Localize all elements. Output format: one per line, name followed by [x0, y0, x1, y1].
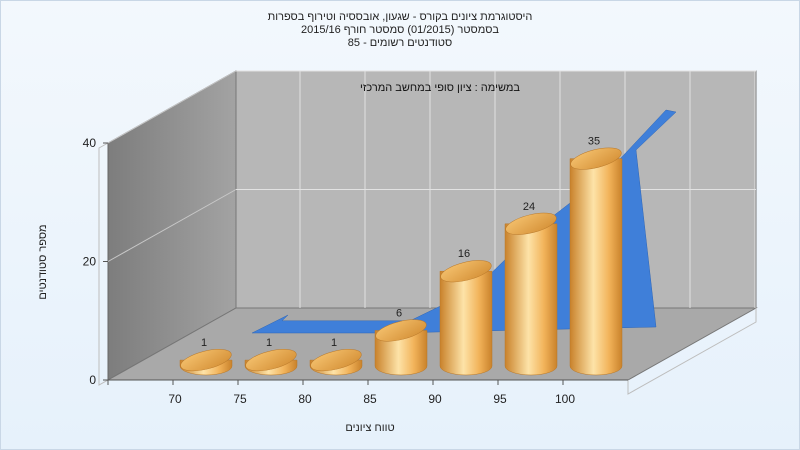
y-tick-label: 40	[83, 136, 97, 150]
bar-body	[569, 158, 623, 376]
x-tick-label: 100	[555, 392, 575, 406]
y-axis-title: מספר סטודנטים	[37, 224, 49, 299]
bar-75	[244, 349, 298, 376]
bar-value-label: 35	[588, 136, 600, 148]
chart-left-frame	[98, 142, 109, 386]
bar-value-label: 24	[523, 201, 535, 213]
x-tick-label: 80	[298, 392, 312, 406]
x-tick-label: 75	[233, 392, 247, 406]
bar-top	[180, 349, 232, 372]
bar-body	[504, 223, 558, 376]
bar-95	[504, 212, 558, 376]
x-tick-label: 70	[168, 392, 182, 406]
grid-line-side	[107, 70, 237, 144]
x-axis: 70 75 80 85 90 95 100	[107, 380, 575, 406]
bar-body	[439, 270, 493, 376]
bar-value-label: 6	[396, 307, 402, 319]
bar-90	[439, 260, 493, 376]
bar-top	[375, 319, 427, 342]
bar-top	[310, 349, 362, 372]
x-tick-label: 85	[363, 392, 377, 406]
y-tick-label: 0	[89, 373, 96, 387]
bar-top	[505, 212, 557, 235]
bar-100	[569, 147, 623, 376]
x-axis-title: טווח ציונים	[345, 422, 394, 434]
bar-70	[179, 349, 233, 376]
bar-value-label: 1	[201, 337, 207, 349]
bar-body	[374, 330, 428, 376]
bars	[179, 147, 623, 376]
chart-annotation: במשימה : ציון סופי במחשב המרכזי	[359, 82, 520, 94]
y-axis: 0 20 40	[83, 136, 108, 387]
chart-title-line-2: בסמסטר (01/2015) סמסטר חורף 2015/16	[300, 24, 500, 36]
bar-top	[440, 260, 492, 283]
x-tick-label: 90	[428, 392, 442, 406]
chart-title-line-1: היסטוגרמת ציונים בקורס - שגעון, אובססיה …	[267, 11, 533, 23]
grid-line-side	[107, 189, 237, 262]
y-tick-label: 20	[83, 255, 97, 269]
x-tick-label: 95	[493, 392, 507, 406]
bar-85	[374, 319, 428, 376]
bar-value-label: 1	[266, 337, 272, 349]
bar-value-label: 1	[331, 337, 337, 349]
bar-top	[570, 147, 622, 170]
bar-top	[245, 349, 297, 372]
bar-value-label: 16	[458, 248, 470, 260]
chart-title: היסטוגרמת ציונים בקורס - שגעון, אובססיה …	[0, 11, 800, 50]
bar-80	[309, 349, 363, 376]
chart-title-line-3: סטודנטים רשומים - 85	[347, 37, 453, 49]
chart-right-frame	[627, 308, 757, 395]
